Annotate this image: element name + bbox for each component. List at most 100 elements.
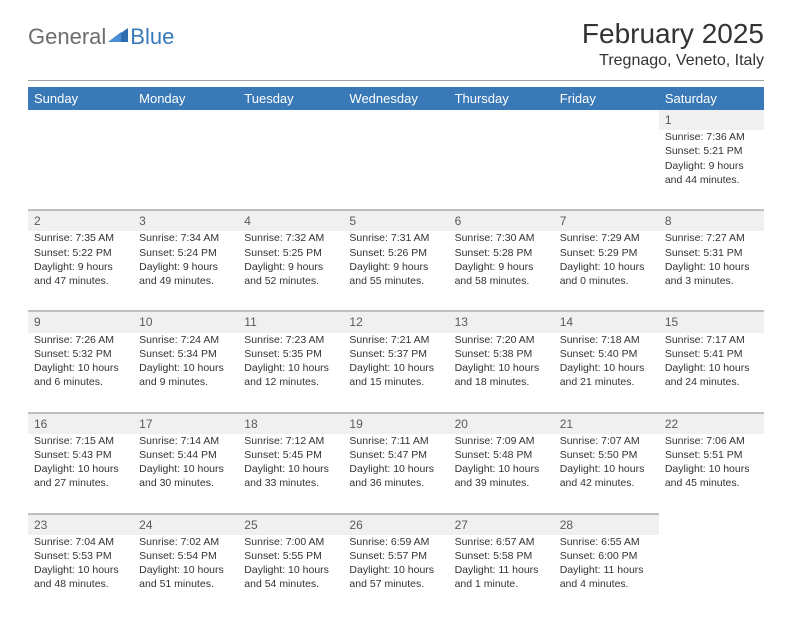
weekday-header: Saturday — [659, 87, 764, 110]
day-number: 21 — [554, 413, 659, 434]
empty-cell — [133, 130, 238, 210]
daylight-text: and 24 minutes. — [665, 375, 758, 389]
day-cell: Sunrise: 7:11 AMSunset: 5:47 PMDaylight:… — [343, 434, 448, 514]
sunset-text: Sunset: 5:37 PM — [349, 347, 442, 361]
empty-cell — [28, 110, 133, 130]
daylight-text: and 33 minutes. — [244, 476, 337, 490]
weekday-header: Monday — [133, 87, 238, 110]
sunrise-text: Sunrise: 7:17 AM — [665, 333, 758, 347]
sunset-text: Sunset: 5:48 PM — [455, 448, 548, 462]
day-cell: Sunrise: 7:23 AMSunset: 5:35 PMDaylight:… — [238, 333, 343, 413]
sunset-text: Sunset: 5:45 PM — [244, 448, 337, 462]
divider — [28, 80, 764, 81]
daynum-row: 1 — [28, 110, 764, 130]
day-cell: Sunrise: 7:35 AMSunset: 5:22 PMDaylight:… — [28, 231, 133, 311]
header: General Blue February 2025 Tregnago, Ven… — [28, 18, 764, 70]
title-block: February 2025 Tregnago, Veneto, Italy — [582, 18, 764, 70]
daylight-text: and 18 minutes. — [455, 375, 548, 389]
sunset-text: Sunset: 5:58 PM — [455, 549, 548, 563]
day-number: 15 — [659, 311, 764, 332]
day-cell: Sunrise: 7:26 AMSunset: 5:32 PMDaylight:… — [28, 333, 133, 413]
daylight-text: and 52 minutes. — [244, 274, 337, 288]
daylight-text: Daylight: 10 hours — [455, 462, 548, 476]
sunset-text: Sunset: 5:50 PM — [560, 448, 653, 462]
sunset-text: Sunset: 5:35 PM — [244, 347, 337, 361]
brand-logo: General Blue — [28, 18, 174, 50]
daynum-row: 9101112131415 — [28, 311, 764, 332]
daylight-text: Daylight: 10 hours — [349, 462, 442, 476]
day-number: 26 — [343, 514, 448, 535]
sunrise-text: Sunrise: 7:30 AM — [455, 231, 548, 245]
brand-text-2: Blue — [130, 24, 174, 50]
empty-cell — [238, 110, 343, 130]
sunset-text: Sunset: 5:25 PM — [244, 246, 337, 260]
week-row: Sunrise: 7:35 AMSunset: 5:22 PMDaylight:… — [28, 231, 764, 311]
sunrise-text: Sunrise: 7:02 AM — [139, 535, 232, 549]
sunrise-text: Sunrise: 7:20 AM — [455, 333, 548, 347]
daylight-text: and 51 minutes. — [139, 577, 232, 591]
daylight-text: Daylight: 10 hours — [349, 563, 442, 577]
empty-cell — [343, 110, 448, 130]
week-row: Sunrise: 7:26 AMSunset: 5:32 PMDaylight:… — [28, 333, 764, 413]
empty-cell — [133, 110, 238, 130]
sunset-text: Sunset: 5:40 PM — [560, 347, 653, 361]
sunset-text: Sunset: 5:29 PM — [560, 246, 653, 260]
day-cell: Sunrise: 6:59 AMSunset: 5:57 PMDaylight:… — [343, 535, 448, 615]
daylight-text: Daylight: 10 hours — [665, 260, 758, 274]
daylight-text: Daylight: 10 hours — [665, 462, 758, 476]
daylight-text: Daylight: 10 hours — [244, 462, 337, 476]
daylight-text: Daylight: 9 hours — [455, 260, 548, 274]
sunset-text: Sunset: 5:57 PM — [349, 549, 442, 563]
weekday-header: Sunday — [28, 87, 133, 110]
day-cell: Sunrise: 7:07 AMSunset: 5:50 PMDaylight:… — [554, 434, 659, 514]
sunrise-text: Sunrise: 7:06 AM — [665, 434, 758, 448]
sunrise-text: Sunrise: 7:09 AM — [455, 434, 548, 448]
calendar-table: Sunday Monday Tuesday Wednesday Thursday… — [28, 87, 764, 615]
day-cell: Sunrise: 7:04 AMSunset: 5:53 PMDaylight:… — [28, 535, 133, 615]
daylight-text: and 58 minutes. — [455, 274, 548, 288]
day-number: 13 — [449, 311, 554, 332]
daylight-text: and 54 minutes. — [244, 577, 337, 591]
sunrise-text: Sunrise: 7:04 AM — [34, 535, 127, 549]
weekday-header: Wednesday — [343, 87, 448, 110]
day-number: 20 — [449, 413, 554, 434]
day-cell: Sunrise: 7:20 AMSunset: 5:38 PMDaylight:… — [449, 333, 554, 413]
empty-cell — [659, 535, 764, 615]
week-row: Sunrise: 7:04 AMSunset: 5:53 PMDaylight:… — [28, 535, 764, 615]
day-cell: Sunrise: 7:14 AMSunset: 5:44 PMDaylight:… — [133, 434, 238, 514]
sunset-text: Sunset: 5:31 PM — [665, 246, 758, 260]
sunrise-text: Sunrise: 7:12 AM — [244, 434, 337, 448]
day-cell: Sunrise: 7:36 AMSunset: 5:21 PMDaylight:… — [659, 130, 764, 210]
sunset-text: Sunset: 5:38 PM — [455, 347, 548, 361]
brand-triangle-icon — [108, 26, 128, 49]
sunrise-text: Sunrise: 7:29 AM — [560, 231, 653, 245]
sunrise-text: Sunrise: 7:15 AM — [34, 434, 127, 448]
day-number: 3 — [133, 210, 238, 231]
empty-cell — [449, 110, 554, 130]
daylight-text: and 36 minutes. — [349, 476, 442, 490]
sunrise-text: Sunrise: 7:24 AM — [139, 333, 232, 347]
day-cell: Sunrise: 7:00 AMSunset: 5:55 PMDaylight:… — [238, 535, 343, 615]
daylight-text: Daylight: 10 hours — [139, 462, 232, 476]
day-number: 9 — [28, 311, 133, 332]
daylight-text: and 6 minutes. — [34, 375, 127, 389]
daynum-row: 232425262728 — [28, 514, 764, 535]
daylight-text: and 45 minutes. — [665, 476, 758, 490]
daylight-text: Daylight: 10 hours — [665, 361, 758, 375]
day-number: 8 — [659, 210, 764, 231]
sunrise-text: Sunrise: 7:32 AM — [244, 231, 337, 245]
sunset-text: Sunset: 5:41 PM — [665, 347, 758, 361]
daylight-text: and 55 minutes. — [349, 274, 442, 288]
weekday-header: Thursday — [449, 87, 554, 110]
sunset-text: Sunset: 6:00 PM — [560, 549, 653, 563]
daynum-row: 2345678 — [28, 210, 764, 231]
daylight-text: and 15 minutes. — [349, 375, 442, 389]
sunset-text: Sunset: 5:26 PM — [349, 246, 442, 260]
day-number: 12 — [343, 311, 448, 332]
week-row: Sunrise: 7:15 AMSunset: 5:43 PMDaylight:… — [28, 434, 764, 514]
day-number: 22 — [659, 413, 764, 434]
daylight-text: Daylight: 10 hours — [34, 462, 127, 476]
day-number: 27 — [449, 514, 554, 535]
day-number: 5 — [343, 210, 448, 231]
calendar-body: 1Sunrise: 7:36 AMSunset: 5:21 PMDaylight… — [28, 110, 764, 615]
